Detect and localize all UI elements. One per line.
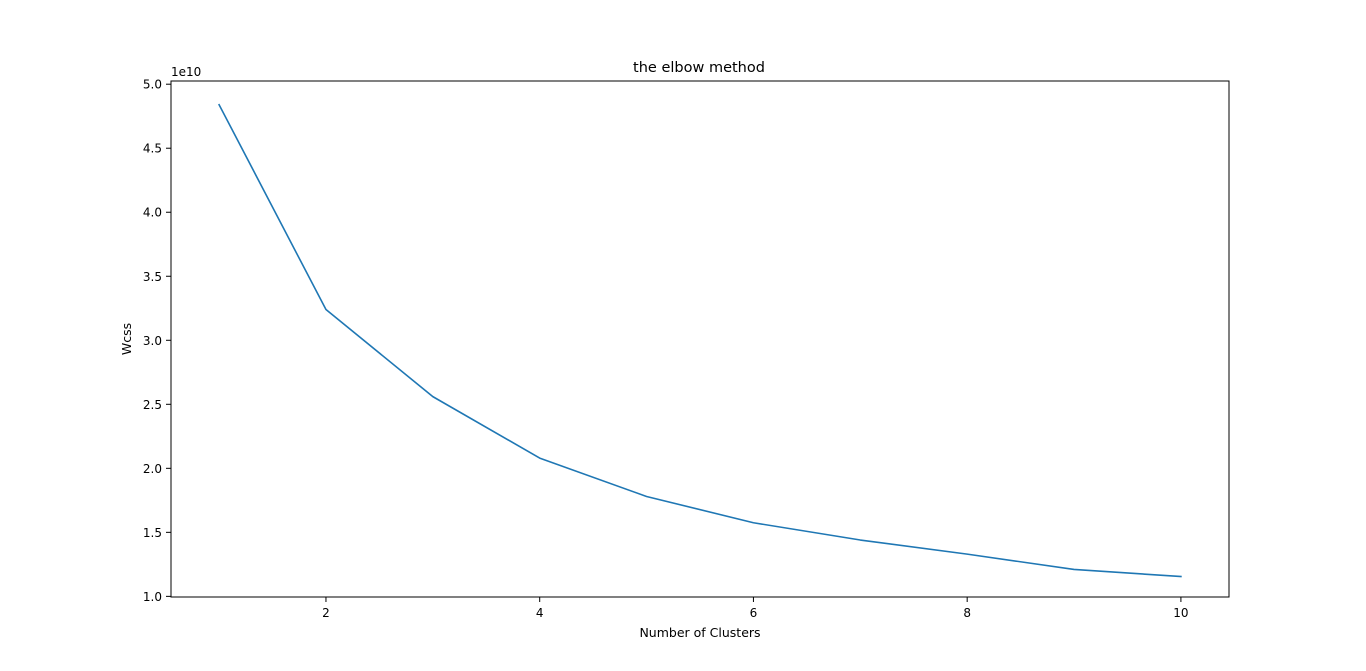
chart-title: the elbow method [633,60,765,76]
y-tick-label: 4.5 [143,142,162,156]
y-axis-offset-text: 1e10 [171,65,201,79]
series-layer [218,103,1182,578]
y-axis: 1.0 1.5 2.0 2.5 3.0 3.5 4.0 4.5 5.0 [143,78,171,604]
x-tick-label: 4 [536,606,544,620]
x-tick-label: 8 [963,606,971,620]
x-tick-label: 6 [750,606,758,620]
y-tick-label: 1.0 [143,590,162,604]
y-tick-label: 3.0 [143,334,162,348]
y-tick-label: 2.5 [143,398,162,412]
x-axis: 2 4 6 8 10 [322,597,1189,620]
y-axis-label: Wcss [119,323,134,355]
series-line [218,103,1182,578]
y-tick-label: 5.0 [143,78,162,92]
x-tick-label: 2 [322,606,330,620]
y-tick-label: 3.5 [143,270,162,284]
y-tick-label: 2.0 [143,462,162,476]
y-tick-label: 4.0 [143,206,162,220]
y-tick-label: 1.5 [143,526,162,540]
x-tick-label: 10 [1173,606,1188,620]
plot-area [171,81,1229,597]
x-axis-label: Number of Clusters [639,625,760,640]
plot-frame [170,80,1230,598]
